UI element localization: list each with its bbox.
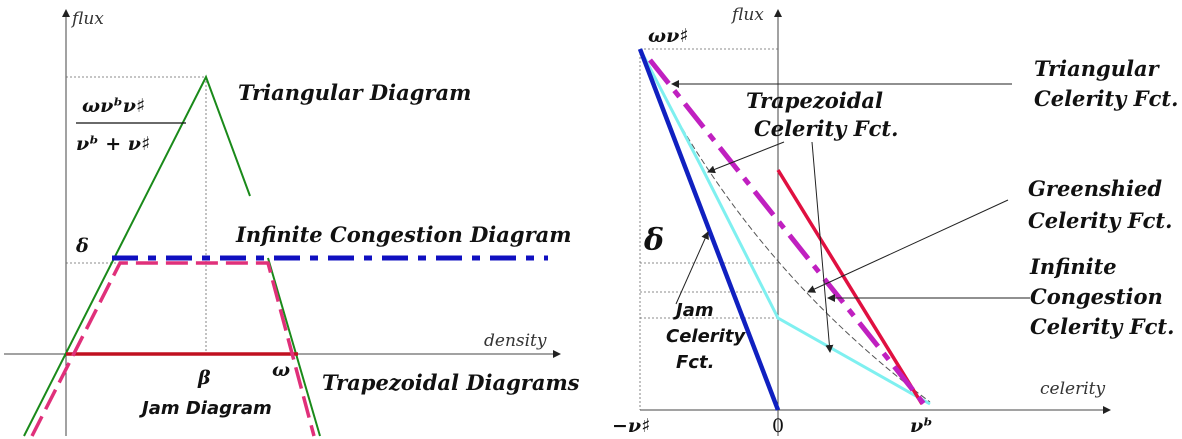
jam-celerity-label-3: Fct.: [676, 352, 714, 373]
right-x-axis-label: celerity: [1040, 379, 1105, 399]
trapezoidal-pointer-arrow-left: [707, 141, 785, 174]
infinite-celerity-label-1: Infinite: [1029, 254, 1117, 279]
right-y-axis-label: flux: [730, 5, 764, 25]
triangular-diagram-right-tail: [267, 257, 321, 437]
left-delta-label: δ: [75, 235, 89, 257]
jam-diagram-label: Jam Diagram: [139, 398, 272, 419]
left-y-axis-label: flux: [70, 9, 104, 29]
infinite-congestion-celerity-line: [776, 169, 924, 405]
left-omega-label: ω: [272, 359, 290, 381]
triangular-diagram-label: Triangular Diagram: [238, 80, 471, 105]
jam-pointer-arrow: [675, 231, 709, 305]
greenshied-celerity-label-1: Greenshied: [1028, 176, 1162, 201]
right-diagram: flux celerity ων♯ δ −ν♯ 0 νᵇ Triangula: [612, 5, 1178, 437]
jam-celerity-line: [637, 48, 781, 411]
triangular-celerity-label-2: Celerity Fct.: [1034, 86, 1178, 111]
infinite-congestion-label: Infinite Congestion Diagram: [235, 222, 571, 247]
neg-nu-sharp-label: −ν♯: [612, 415, 650, 437]
trapezoidal-diagrams-label: Trapezoidal Diagrams: [322, 370, 580, 395]
trapezoidal-celerity-label-2: Celerity Fct.: [754, 116, 898, 141]
trapezoidal-pointer-arrow-right: [811, 141, 834, 353]
trapezoidal-celerity-label-1: Trapezoidal: [746, 88, 883, 113]
peak-label-denominator: νᵇ + ν♯: [76, 133, 150, 155]
infinite-celerity-label-3: Celerity Fct.: [1030, 314, 1174, 339]
jam-celerity-label-2: Celerity: [666, 326, 746, 347]
beta-label: β: [197, 367, 211, 389]
trapezoidal-diagram-line: [30, 261, 316, 437]
right-delta-label: δ: [643, 223, 664, 258]
greenshied-celerity-label-2: Celerity Fct.: [1028, 208, 1172, 233]
trapezoidal-celerity-line: [638, 48, 931, 406]
left-x-axis-label: density: [484, 331, 547, 351]
triangular-celerity-label-1: Triangular: [1034, 56, 1161, 81]
right-top-label: ων♯: [648, 25, 688, 47]
infinite-celerity-label-2: Congestion: [1030, 284, 1163, 309]
peak-label-numerator: ωνᵇν♯: [82, 95, 145, 117]
left-diagram: flux density ωνᵇν♯ νᵇ + ν♯ δ β ω Triangu…: [4, 9, 580, 437]
greenshied-pointer-arrow: [807, 199, 1009, 293]
triangular-celerity-line: [648, 58, 926, 406]
triangular-diagram-line: [23, 74, 251, 437]
zero-label: 0: [772, 415, 784, 437]
nu-flat-label: νᵇ: [910, 415, 933, 437]
jam-celerity-label-1: Jam: [673, 300, 714, 321]
